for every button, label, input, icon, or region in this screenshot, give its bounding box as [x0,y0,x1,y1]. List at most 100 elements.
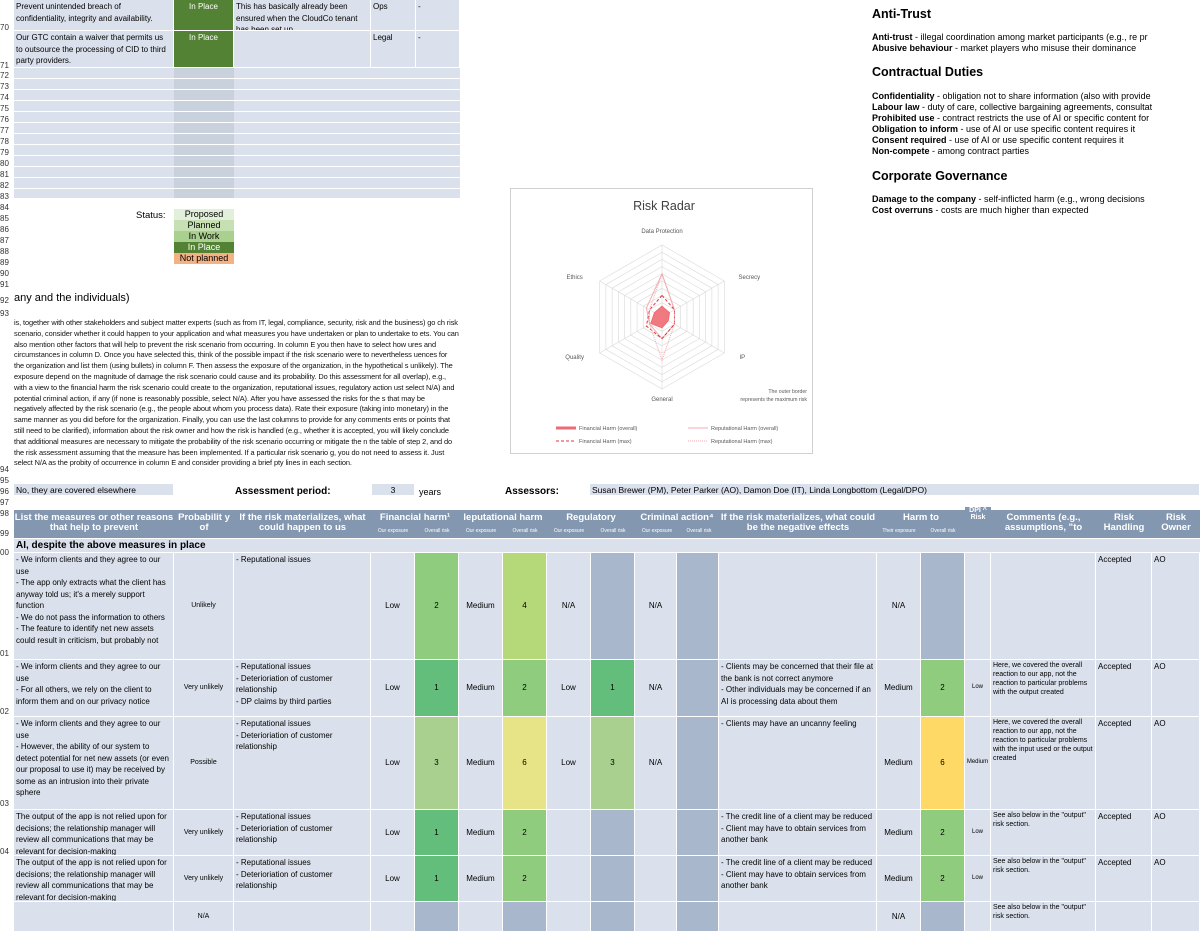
risk-owner-cell[interactable]: AO [1152,810,1200,856]
their-exposure-cell[interactable]: Medium [877,660,921,717]
assessors-field[interactable]: Susan Brewer (PM), Peter Parker (AO), Da… [590,484,1200,496]
reputational-exposure-cell[interactable] [459,902,503,932]
status-in-place[interactable]: In Place [174,31,234,68]
reputational-exposure-cell[interactable]: Medium [459,856,503,902]
financial-risk-cell[interactable] [415,902,459,932]
regulatory-risk-cell[interactable] [591,902,635,932]
comments-cell[interactable]: See also below in the "output" risk sect… [991,810,1096,856]
their-risk-cell[interactable]: 6 [921,717,965,810]
risk-handling-cell[interactable]: Accepted [1096,717,1152,810]
consequence-cell[interactable]: - Reputational issues - Deterioriation o… [234,810,371,856]
probability-cell[interactable]: Unlikely [174,553,234,660]
risk-owner-cell[interactable]: AO [1152,856,1200,902]
their-risk-cell[interactable]: 2 [921,810,965,856]
dpi-risk-cell[interactable] [965,902,991,932]
comment-cell[interactable] [234,31,371,68]
risk-handling-cell[interactable]: Accepted [1096,856,1152,902]
their-risk-cell[interactable]: 2 [921,660,965,717]
their-exposure-cell[interactable]: Medium [877,717,921,810]
negative-effects-cell[interactable]: - The credit line of a client may be red… [719,810,877,856]
criminal-exposure-cell[interactable]: N/A [635,717,677,810]
criminal-exposure-cell[interactable] [635,902,677,932]
their-risk-cell[interactable]: 2 [921,856,965,902]
comments-cell[interactable]: Here, we covered the overall reaction to… [991,717,1096,810]
consequence-cell[interactable]: - Reputational issues [234,553,371,660]
measure-cell[interactable]: Prevent unintended breach of confidentia… [14,0,174,31]
dash-cell[interactable]: - [416,31,460,68]
measures-cell[interactable]: - We inform clients and they agree to ou… [14,660,174,717]
reputational-risk-cell[interactable]: 2 [503,856,547,902]
owner-cell[interactable]: Ops [371,0,416,31]
probability-cell[interactable]: Very unlikely [174,660,234,717]
risk-handling-cell[interactable]: Accepted [1096,660,1152,717]
financial-exposure-cell[interactable]: Low [371,810,415,856]
financial-exposure-cell[interactable]: Low [371,660,415,717]
reputational-exposure-cell[interactable]: Medium [459,660,503,717]
reputational-risk-cell[interactable]: 6 [503,717,547,810]
criminal-exposure-cell[interactable] [635,810,677,856]
dpi-risk-cell[interactable]: Low [965,810,991,856]
reputational-risk-cell[interactable] [503,902,547,932]
dpi-risk-cell[interactable]: Medium [965,717,991,810]
owner-cell[interactable]: Legal [371,31,416,68]
risk-owner-cell[interactable]: AO [1152,660,1200,717]
financial-exposure-cell[interactable] [371,902,415,932]
criminal-risk-cell[interactable] [677,810,719,856]
reputational-risk-cell[interactable]: 2 [503,660,547,717]
regulatory-risk-cell[interactable]: 3 [591,717,635,810]
regulatory-exposure-cell[interactable] [547,810,591,856]
consequence-cell[interactable]: - Reputational issues - Deterioriation o… [234,856,371,902]
financial-risk-cell[interactable]: 2 [415,553,459,660]
regulatory-exposure-cell[interactable]: N/A [547,553,591,660]
probability-cell[interactable]: Possible [174,717,234,810]
comments-cell[interactable]: Here, we covered the overall reaction to… [991,660,1096,717]
measures-cell[interactable]: - We inform clients and they agree to ou… [14,717,174,810]
reputational-exposure-cell[interactable]: Medium [459,553,503,660]
dash-cell[interactable]: - [416,0,460,31]
regulatory-risk-cell[interactable]: 1 [591,660,635,717]
comments-cell[interactable]: See also below in the "output" risk sect… [991,902,1096,932]
reputational-exposure-cell[interactable]: Medium [459,717,503,810]
financial-exposure-cell[interactable]: Low [371,856,415,902]
financial-risk-cell[interactable]: 3 [415,717,459,810]
consequence-cell[interactable] [234,902,371,932]
criminal-risk-cell[interactable] [677,660,719,717]
criminal-risk-cell[interactable] [677,902,719,932]
dpi-risk-cell[interactable] [965,553,991,660]
their-risk-cell[interactable] [921,902,965,932]
regulatory-risk-cell[interactable] [591,553,635,660]
criminal-risk-cell[interactable] [677,856,719,902]
criminal-exposure-cell[interactable] [635,856,677,902]
status-in-place[interactable]: In Place [174,0,234,31]
measures-cell[interactable]: The output of the app is not relied upon… [14,810,174,856]
criminal-risk-cell[interactable] [677,553,719,660]
regulatory-exposure-cell[interactable] [547,856,591,902]
negative-effects-cell[interactable] [719,902,877,932]
regulatory-exposure-cell[interactable]: Low [547,717,591,810]
criminal-exposure-cell[interactable]: N/A [635,553,677,660]
negative-effects-cell[interactable]: - Clients may have an uncanny feeling [719,717,877,810]
risk-owner-cell[interactable] [1152,902,1200,932]
risk-owner-cell[interactable]: AO [1152,717,1200,810]
reputational-risk-cell[interactable]: 4 [503,553,547,660]
consequence-cell[interactable]: - Reputational issues - Deterioriation o… [234,660,371,717]
reputational-exposure-cell[interactable]: Medium [459,810,503,856]
their-exposure-cell[interactable]: N/A [877,553,921,660]
probability-cell[interactable]: Very unlikely [174,810,234,856]
their-exposure-cell[interactable]: Medium [877,856,921,902]
reputational-risk-cell[interactable]: 2 [503,810,547,856]
their-exposure-cell[interactable]: N/A [877,902,921,932]
covered-cell[interactable]: No, they are covered elsewhere [14,484,174,496]
probability-cell[interactable]: Very unlikely [174,856,234,902]
regulatory-risk-cell[interactable] [591,810,635,856]
risk-handling-cell[interactable]: Accepted [1096,810,1152,856]
risk-owner-cell[interactable]: AO [1152,553,1200,660]
regulatory-exposure-cell[interactable]: Low [547,660,591,717]
negative-effects-cell[interactable] [719,553,877,660]
comments-cell[interactable]: See also below in the "output" risk sect… [991,856,1096,902]
risk-handling-cell[interactable]: Accepted [1096,553,1152,660]
financial-risk-cell[interactable]: 1 [415,856,459,902]
negative-effects-cell[interactable]: - The credit line of a client may be red… [719,856,877,902]
dpi-risk-cell[interactable]: Low [965,660,991,717]
their-risk-cell[interactable] [921,553,965,660]
